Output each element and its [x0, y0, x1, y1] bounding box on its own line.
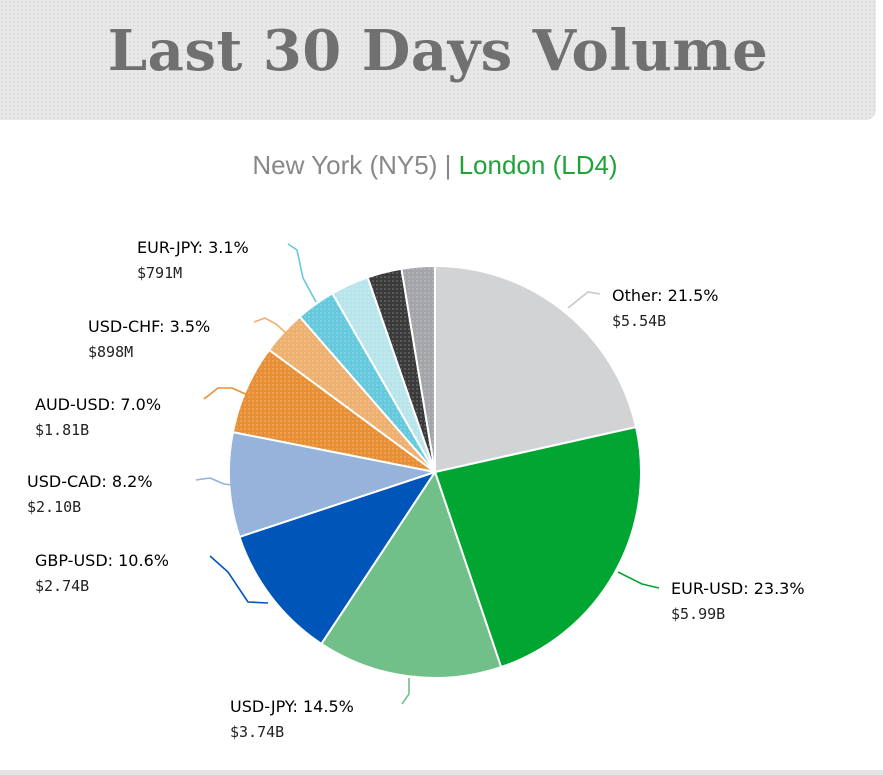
leader-line-usd-chf	[253, 317, 287, 334]
slice-label-aud-usd: AUD-USD: 7.0%	[35, 395, 161, 414]
leader-line-other	[567, 291, 601, 309]
slice-name: AUD-USD	[35, 395, 110, 414]
pie-slice-usd-jpy	[319, 469, 503, 679]
pie-slice-texture	[232, 349, 435, 472]
slice-label-usd-chf: USD-CHF: 3.5%	[88, 317, 210, 336]
pie-slice-texture	[269, 316, 435, 472]
slice-label-eur-usd: EUR-USD: 23.3%	[671, 579, 805, 598]
pie-slice-texture	[401, 266, 435, 472]
slice-percent: : 3.5%	[159, 317, 210, 336]
page-title: Last 30 Days Volume	[107, 18, 769, 84]
title-banner: Last 30 Days Volume	[0, 0, 876, 120]
slice-name: GBP-USD	[35, 551, 108, 570]
slice-percent: : 10.6%	[108, 551, 169, 570]
chart-subtitle: New York (NY5) | London (LD4)	[0, 150, 870, 181]
slice-percent: : 7.0%	[110, 395, 161, 414]
pie-slice-gbp-usd	[238, 470, 438, 646]
slice-value-gbp-usd: $2.74B	[35, 577, 89, 595]
leader-line-gbp-usd	[209, 555, 269, 604]
leader-line-eur-jpy	[287, 243, 317, 303]
slice-value-usd-cad: $2.10B	[27, 498, 81, 516]
slice-value-usd-chf: $898M	[88, 343, 133, 361]
pie-slice-texture	[299, 293, 435, 472]
leader-line-aud-usd	[203, 387, 251, 400]
pie-slice-other	[434, 264, 638, 474]
slice-percent: : 23.3%	[743, 579, 804, 598]
slice-percent: : 14.5%	[293, 697, 354, 716]
slice-value-eur-jpy: $791M	[137, 264, 182, 282]
slice-name: Other	[612, 286, 658, 305]
slice-value-other: $5.54B	[612, 312, 666, 330]
pie-slice-texture	[332, 277, 435, 472]
subtitle-new-york: New York (NY5)	[252, 150, 438, 180]
slice-percent: : 21.5%	[657, 286, 718, 305]
slice-label-eur-jpy: EUR-JPY: 3.1%	[137, 238, 249, 257]
leader-line-usd-jpy	[401, 678, 410, 705]
slice-name: EUR-USD	[671, 579, 743, 598]
leader-line-usd-cad	[195, 477, 233, 486]
slice-label-usd-cad: USD-CAD: 8.2%	[27, 472, 153, 491]
bottom-divider	[0, 770, 883, 775]
slice-label-gbp-usd: GBP-USD: 10.6%	[35, 551, 169, 570]
pie-slice-eur-usd	[433, 425, 642, 669]
subtitle-london: London (LD4)	[458, 150, 618, 180]
subtitle-separator: |	[444, 150, 452, 180]
slice-value-usd-jpy: $3.74B	[230, 723, 284, 741]
slice-name: USD-CHF	[88, 317, 160, 336]
slice-name: EUR-JPY	[137, 238, 200, 257]
slice-value-aud-usd: $1.81B	[35, 421, 89, 439]
leader-line-eur-usd	[617, 571, 660, 589]
slice-name: USD-JPY	[230, 697, 295, 716]
slice-name: USD-CAD	[27, 472, 101, 491]
slice-percent: : 8.2%	[101, 472, 152, 491]
slice-label-usd-jpy: USD-JPY: 14.5%	[230, 697, 354, 716]
pie-slice-texture	[367, 268, 435, 472]
slice-label-other: Other: 21.5%	[612, 286, 718, 305]
slice-percent: : 3.1%	[198, 238, 249, 257]
slice-value-eur-usd: $5.99B	[671, 605, 725, 623]
